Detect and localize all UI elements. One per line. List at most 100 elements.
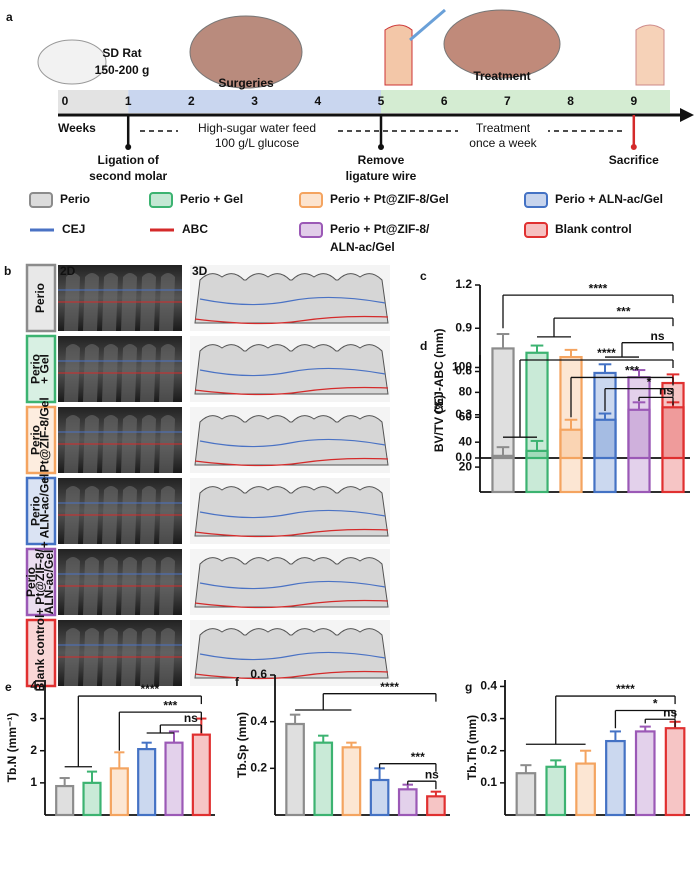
label-bg: [458, 121, 548, 138]
event-dot: [125, 144, 132, 150]
panel-label: d: [420, 339, 427, 353]
bar: [55, 784, 75, 817]
render-teeth: [194, 415, 389, 466]
y-tick-label: 0.0: [455, 450, 472, 464]
significance-label: ****: [597, 346, 616, 360]
rat-label: 150-200 g: [95, 63, 150, 77]
significance-label: *: [653, 697, 658, 711]
tooth-icon: [384, 24, 413, 86]
y-tick-label: 60: [459, 409, 473, 423]
render-teeth: [194, 273, 389, 324]
render-teeth: [194, 557, 389, 608]
row-label-box: [25, 334, 57, 404]
bar: [661, 406, 685, 494]
y-tick-label: 0.2: [250, 761, 267, 775]
legend-label: Perio + Pt@ZIF-8/: [330, 222, 430, 236]
y-tick-label: 4: [30, 679, 37, 693]
render-teeth: [194, 486, 389, 537]
legend-swatch: [524, 192, 548, 208]
y-tick-label: 100: [452, 360, 472, 374]
legend-swatch: [299, 192, 323, 208]
panel-label: e: [5, 680, 12, 694]
y-tick-label: 2: [30, 743, 37, 757]
legend-label: Perio + Pt@ZIF-8/Gel: [330, 192, 449, 206]
y-tick-label: 40: [459, 434, 473, 448]
bar: [559, 428, 583, 494]
y-tick-label: 0.6: [250, 667, 267, 681]
cej-line: [199, 580, 386, 590]
legend-label: Perio + ALN-ac/Gel: [555, 192, 663, 206]
y-tick-label: 0.9: [455, 320, 472, 334]
y-axis-label: Tb.Sp (mm): [235, 712, 249, 778]
bar: [593, 418, 617, 494]
feed-label: 100 g/L glucose: [215, 136, 300, 150]
legend-label: ABC: [182, 222, 208, 236]
bar: [545, 765, 567, 817]
y-tick-label: 0.3: [455, 407, 472, 421]
y-axis-label: CEJ-ABC (mm): [432, 328, 446, 414]
legend-label: ALN-ac/Gel: [330, 240, 395, 254]
row-label: + Pt@ZIF-8/: [33, 548, 47, 615]
panel-label: c: [420, 269, 427, 283]
row-label-box: [25, 405, 57, 475]
rat-label: SD Rat: [102, 46, 141, 60]
row-label: + Pt@ZIF-8/Gel: [38, 397, 52, 482]
panel-label: b: [4, 264, 11, 278]
cej-line: [199, 367, 386, 377]
timeline-arrow: [680, 108, 694, 122]
bar: [109, 767, 129, 817]
week-number: 6: [441, 94, 448, 108]
week-number: 8: [567, 94, 574, 108]
abc-line: [194, 528, 389, 538]
row-label: + Gel: [38, 354, 52, 384]
panel-label: f: [235, 675, 240, 689]
row-label: Perio: [29, 425, 43, 455]
timeline-segment: [381, 90, 670, 113]
photo-label: Treatment: [473, 69, 530, 83]
row-label: Perio: [33, 283, 47, 313]
weeks-label: Weeks: [58, 121, 96, 135]
significance-label: ns: [425, 767, 439, 781]
event-label: ligature wire: [346, 169, 417, 183]
legend-swatch: [299, 222, 323, 238]
legend-label: CEJ: [62, 222, 85, 236]
y-tick-label: 0.6: [455, 364, 472, 378]
tooth-icon: [635, 24, 665, 86]
row-label: Perio: [24, 567, 38, 597]
cej-line: [199, 509, 386, 519]
legend-swatch: [524, 222, 548, 238]
legend-swatch: [29, 192, 53, 208]
cej-line: [199, 651, 386, 661]
y-tick-label: 3: [30, 711, 37, 725]
label-bg: [178, 121, 338, 138]
treatment-label: once a week: [469, 136, 537, 150]
legend-label: Perio: [60, 192, 90, 206]
bar: [191, 733, 211, 817]
event-label: second molar: [89, 169, 167, 183]
render-teeth: [194, 344, 389, 395]
significance-label: ***: [163, 698, 177, 712]
event-label: Ligation of: [98, 153, 160, 167]
bar: [313, 741, 334, 817]
y-axis-label: Tb.N (mm⁻¹): [5, 713, 19, 783]
legend-label: Blank control: [555, 222, 632, 236]
row-label: Blank control: [33, 615, 47, 692]
week-number: 1: [125, 94, 132, 108]
feed-label: High-sugar water feed: [198, 121, 316, 135]
y-tick-label: 80: [459, 385, 473, 399]
bar: [491, 454, 515, 494]
photo-label: Surgeries: [218, 76, 274, 90]
bar: [137, 748, 157, 817]
row-label: ALN-ac/Gel: [42, 550, 56, 615]
significance-label: ****: [616, 682, 635, 696]
y-tick-label: 1: [30, 775, 37, 789]
bar: [369, 778, 390, 817]
week-number: 3: [251, 94, 258, 108]
y-tick-label: 0.3: [480, 711, 497, 725]
y-tick-label: 0.1: [480, 775, 497, 789]
treatment-label: Treatment: [476, 121, 531, 135]
surgery-photo: [189, 15, 303, 89]
abc-line: [194, 599, 389, 609]
week-number: 4: [314, 94, 321, 108]
